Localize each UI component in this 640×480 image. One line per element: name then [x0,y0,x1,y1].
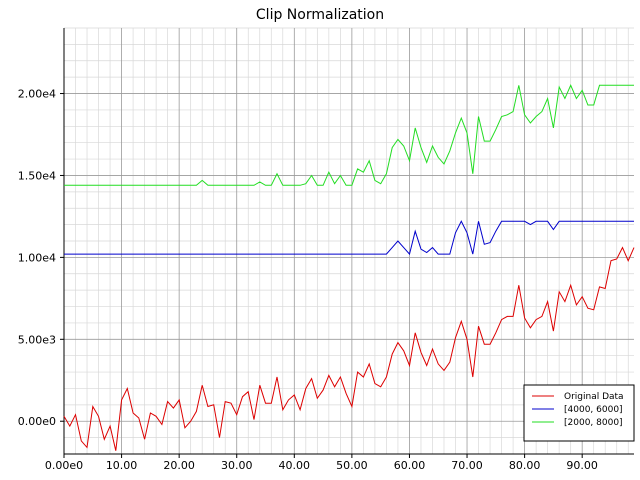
y-tick-label: 1.00e4 [18,251,56,264]
x-tick-label: 20.00 [163,459,195,472]
series-line-0 [63,246,635,451]
legend-label: Original Data [564,392,624,402]
y-tick-label: 5.00e3 [18,333,56,346]
x-tick-label: 50.00 [336,459,368,472]
legend-label: [4000, 6000] [564,405,623,415]
major-grid [63,28,634,454]
series-line-1 [64,220,634,256]
legend: Original Data [4000, 6000] [2000, 8000] [523,384,635,442]
x-tick-label: 60.00 [394,459,426,472]
y-tick-label: 0.00e0 [18,415,56,428]
x-tick-label: 30.00 [221,459,253,472]
x-tick-label: 40.00 [279,459,311,472]
x-tick-label: 90.00 [566,459,598,472]
legend-box [523,384,635,442]
series-line-2 [64,84,634,186]
x-tick-label: 70.00 [451,459,483,472]
x-tick-label: 10.00 [106,459,138,472]
legend-label: [2000, 8000] [564,418,623,428]
x-tick-label: 0.00e0 [45,459,83,472]
axes [63,28,634,455]
tick-labels: 0.00e0 10.00 20.00 30.00 40.00 50.00 60.00 70.0… [18,88,598,472]
x-tick-label: 80.00 [509,459,541,472]
y-tick-label: 1.50e4 [18,169,56,182]
chart-title: Clip Normalization [256,7,384,23]
y-tick-label: 2.00e4 [18,88,56,101]
series-lines [63,84,635,451]
